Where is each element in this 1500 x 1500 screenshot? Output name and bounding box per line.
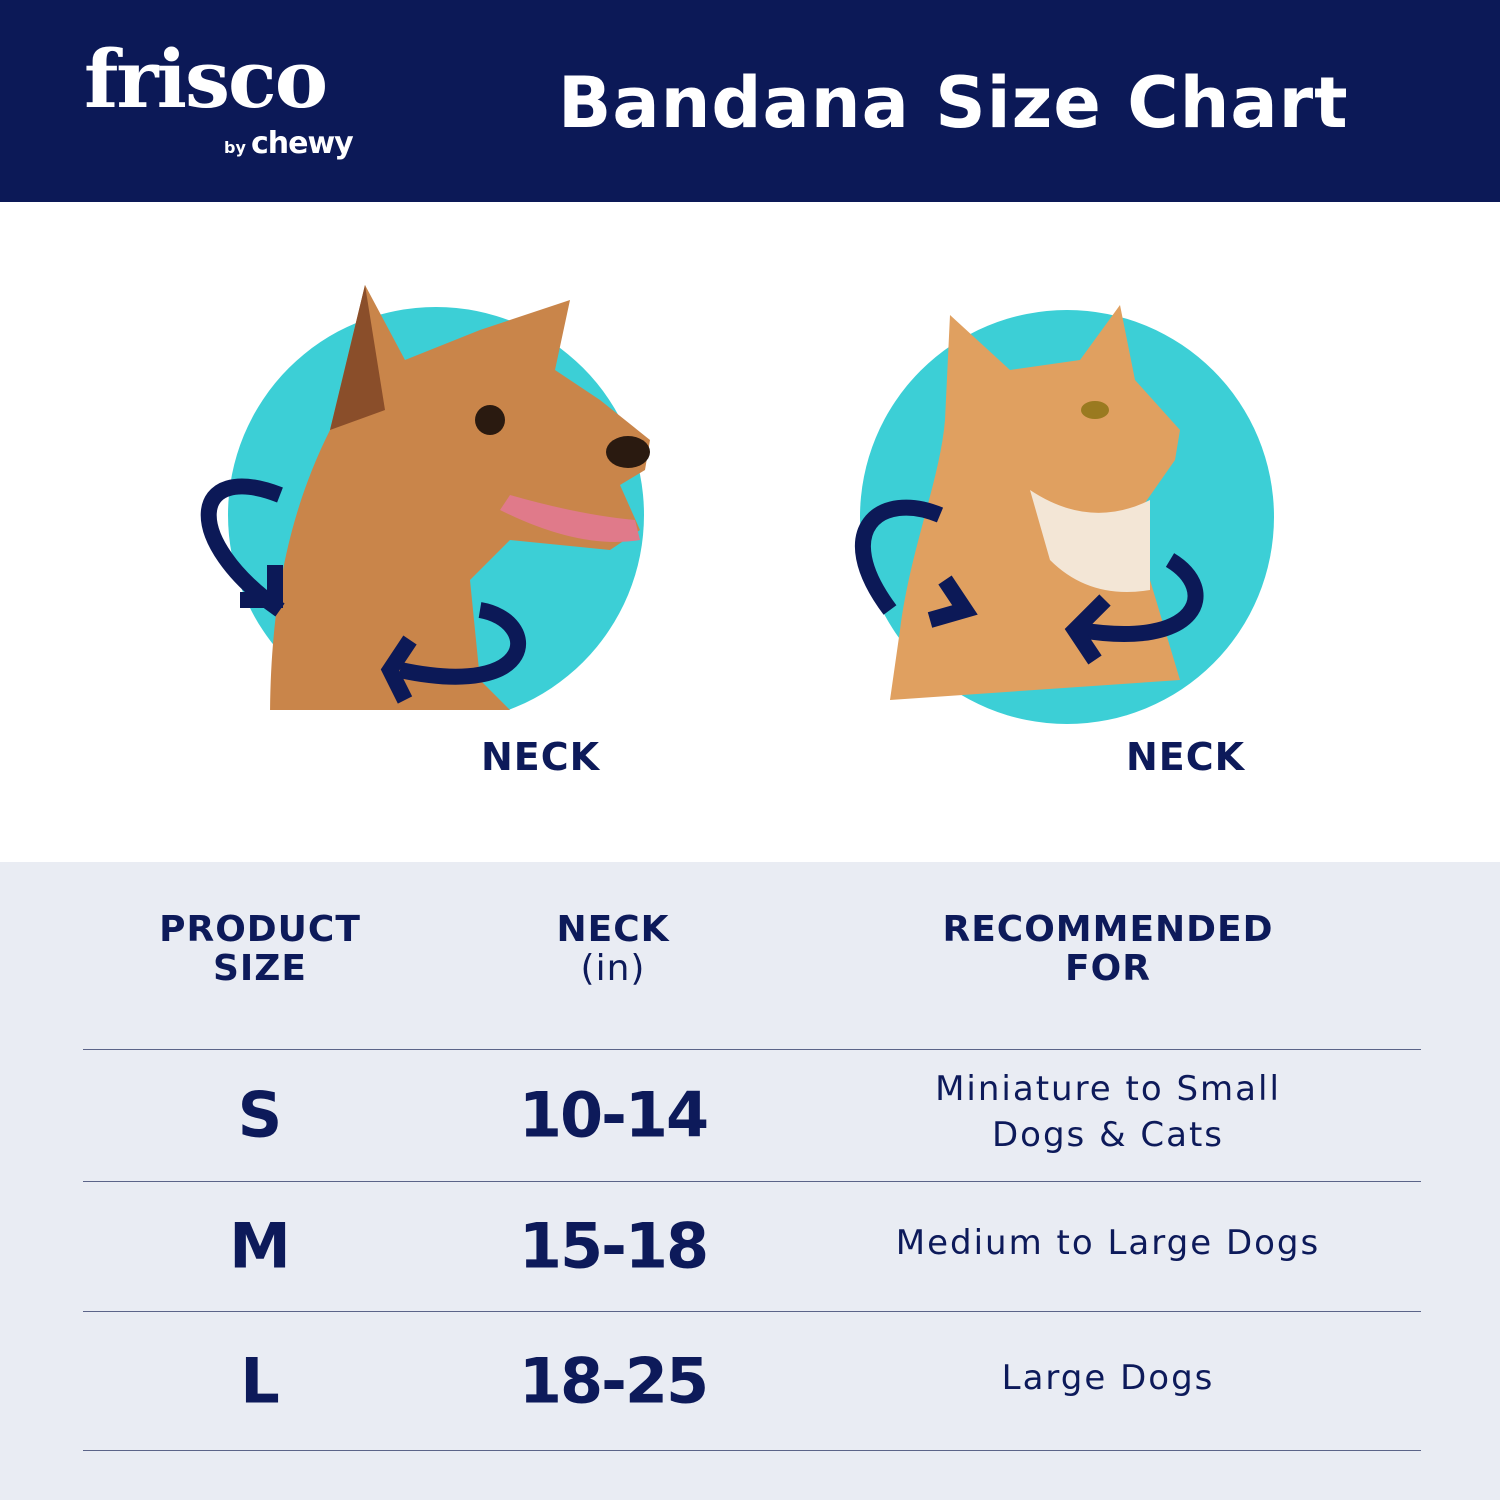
arrow-icon: [854, 499, 944, 615]
header-recommended: RECOMMENDED FOR: [942, 909, 1274, 989]
header-banner: frisco by chewy Bandana Size Chart: [0, 0, 1500, 202]
cat-neck-illustration: [854, 305, 1274, 724]
divider: [83, 1450, 1421, 1451]
arrow-icon: [200, 478, 285, 617]
header-product-size: PRODUCT SIZE: [159, 909, 361, 989]
size-table: PRODUCT SIZE NECK (in) RECOMMENDED FOR S 10…: [0, 862, 1500, 1500]
header-neck: NECK (in): [556, 909, 670, 989]
divider: [83, 1311, 1421, 1312]
divider: [83, 1049, 1421, 1050]
cat-neck-label: NECK: [1126, 735, 1246, 779]
page-title: Bandana Size Chart: [558, 62, 1349, 144]
dog-neck-label: NECK: [481, 735, 601, 779]
dog-neck-illustration: [200, 285, 650, 710]
divider: [83, 1181, 1421, 1182]
arrow-icon: [1078, 553, 1204, 642]
arrow-icon: [398, 602, 526, 685]
frisco-logo: frisco by chewy: [84, 32, 354, 161]
